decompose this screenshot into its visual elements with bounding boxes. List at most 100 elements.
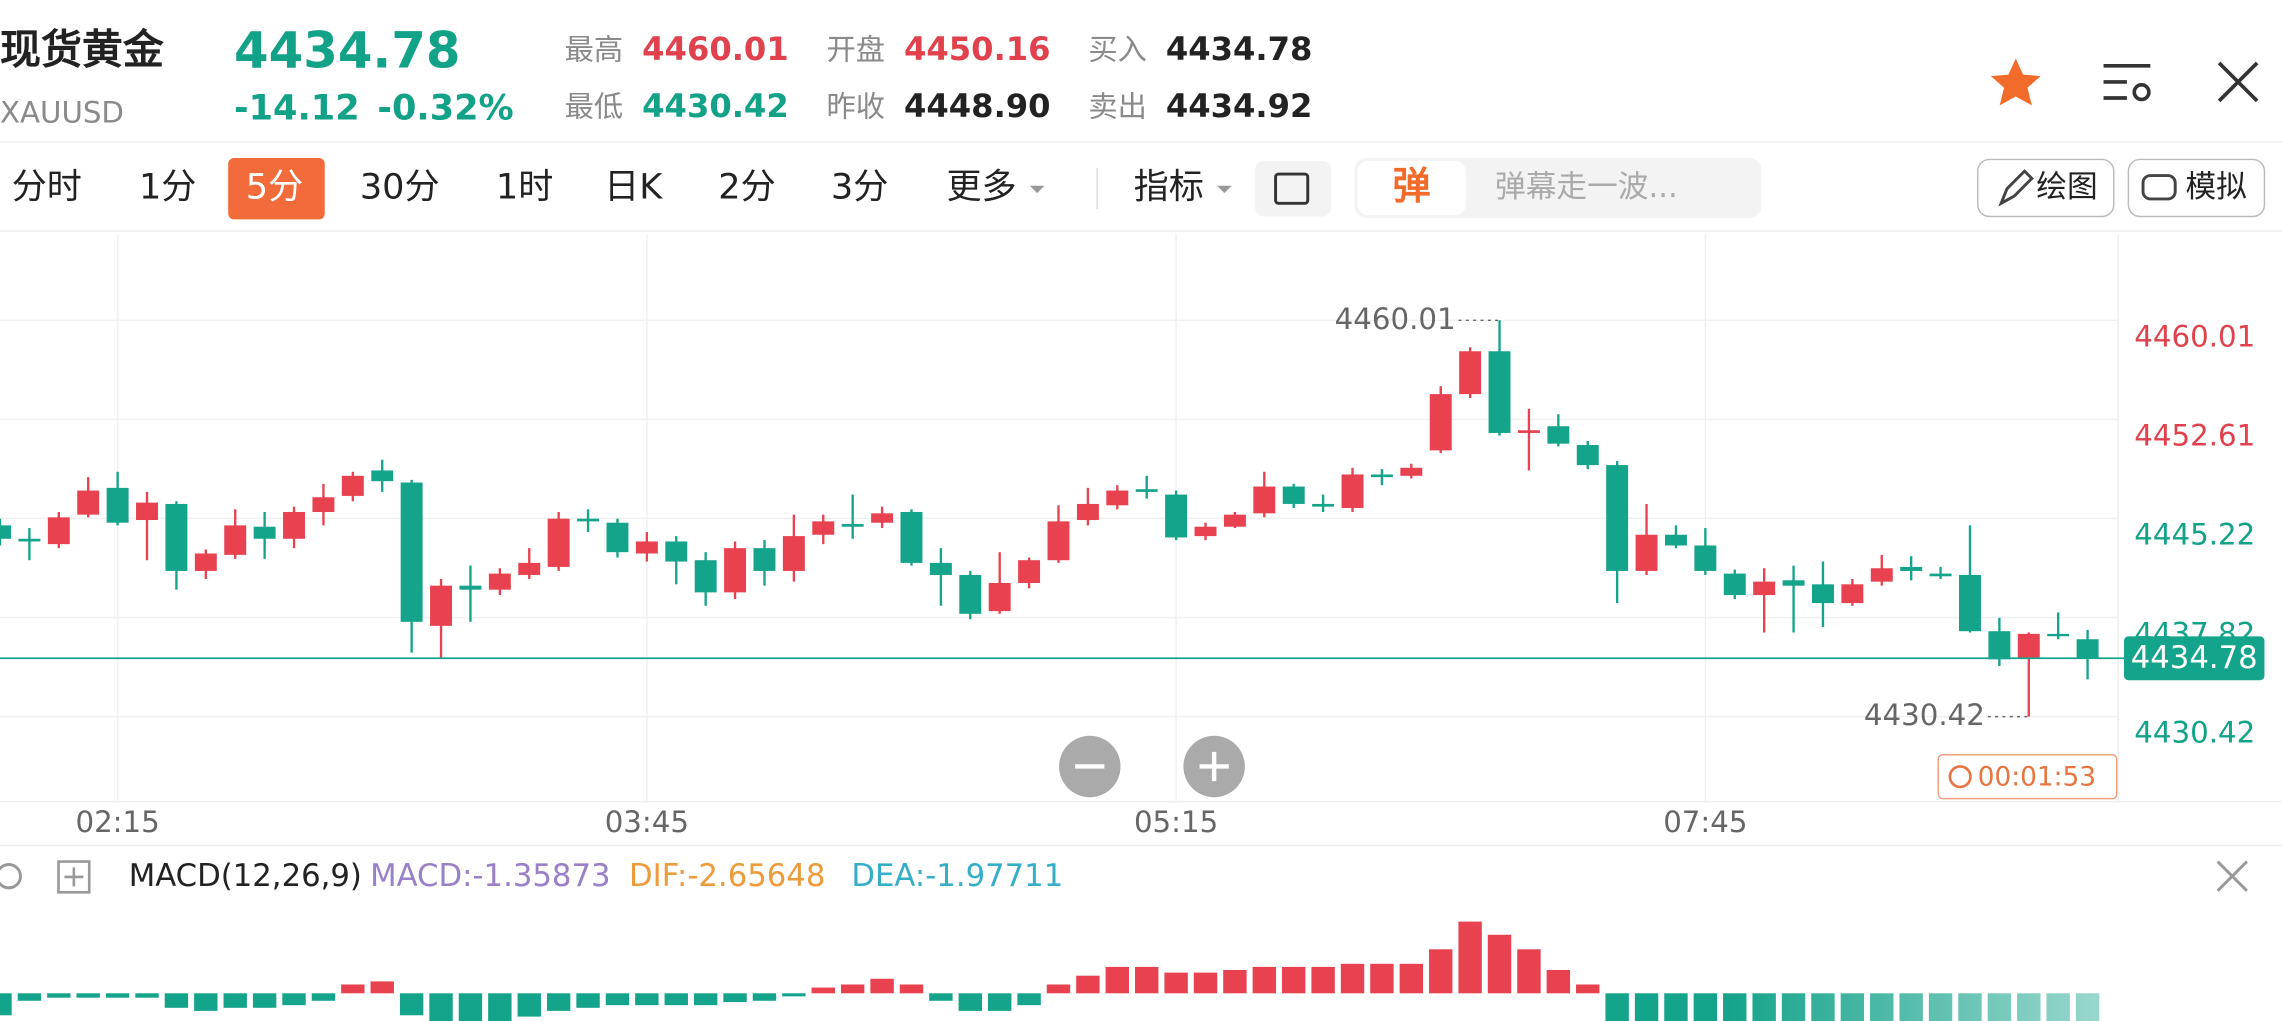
menu-icon[interactable] xyxy=(2103,63,2151,102)
candle-body xyxy=(1841,584,1864,604)
tab[interactable]: 3分 xyxy=(831,167,888,208)
favorite-icon[interactable] xyxy=(1990,58,2041,106)
close-icon[interactable] xyxy=(2217,61,2259,103)
stat-value: 4448.90 xyxy=(904,87,1051,125)
danmaku-placeholder: 弹幕走一波... xyxy=(1495,169,1678,205)
macd-bar xyxy=(0,993,12,1016)
y-tick-label: 4460.01 xyxy=(2134,319,2255,353)
change-pct: -0.32% xyxy=(377,88,513,129)
danmaku-toggle[interactable] xyxy=(1357,160,1466,216)
more-tab[interactable]: 更多 xyxy=(946,167,1016,208)
high-label: 4460.01 xyxy=(1335,302,1456,336)
macd-bar xyxy=(1634,993,1659,1021)
candle-body xyxy=(694,560,717,593)
tab[interactable]: 日K xyxy=(604,167,663,208)
macd-bar xyxy=(1370,963,1394,994)
stat-value: 4434.78 xyxy=(1166,30,1313,68)
macd-bar xyxy=(76,993,100,998)
symbol: XAUUSD xyxy=(0,96,124,130)
tab[interactable]: 5分 xyxy=(246,167,303,208)
dea-value: DEA:-1.97711 xyxy=(851,858,1063,894)
macd-bar xyxy=(1105,966,1130,994)
macd-bar xyxy=(311,993,336,1001)
zoom-in-icon xyxy=(1199,751,1229,782)
add-indicator[interactable] xyxy=(57,860,91,894)
candle-body xyxy=(2047,633,2070,637)
candle-body xyxy=(371,470,394,482)
candle-body xyxy=(136,502,158,521)
candle-body xyxy=(1782,580,1805,586)
macd-bar xyxy=(1046,984,1071,994)
draw-button[interactable] xyxy=(1977,158,2115,218)
candle-body xyxy=(488,573,511,590)
candle-body xyxy=(1517,430,1540,433)
candle-body xyxy=(1723,573,1746,596)
macd-bar xyxy=(223,993,247,1008)
macd-bar xyxy=(1282,966,1306,994)
candle-body xyxy=(1811,584,1834,604)
change: -14.12 xyxy=(234,88,360,129)
macd-bar xyxy=(47,993,71,998)
simulate-button[interactable] xyxy=(2127,158,2266,218)
macd-bar xyxy=(811,987,835,994)
macd-bar xyxy=(840,984,865,994)
price-tag xyxy=(2124,636,2265,681)
candle-body xyxy=(1312,503,1335,507)
candle-body xyxy=(0,525,11,539)
macd-bar xyxy=(987,993,1012,1011)
macd-bar xyxy=(1076,975,1100,994)
stat-label: 最高 xyxy=(565,33,624,67)
candle-body xyxy=(430,585,453,626)
stat-label: 最低 xyxy=(565,90,624,124)
macd-bar xyxy=(870,978,894,994)
candle-body xyxy=(1900,566,1923,571)
candle-body xyxy=(2076,639,2099,659)
candle-body xyxy=(341,475,364,496)
macd-bar xyxy=(1458,921,1482,994)
candle-body xyxy=(1341,474,1364,508)
tab[interactable]: 30分 xyxy=(360,167,440,208)
macd-bar xyxy=(194,993,218,1011)
candle-body xyxy=(1047,521,1070,561)
price: 4434.78 xyxy=(234,22,460,80)
candle-body xyxy=(1753,581,1776,596)
caret xyxy=(1217,185,1232,194)
candle-body xyxy=(1106,490,1129,506)
tab[interactable]: 分时 xyxy=(12,167,82,208)
candle-body xyxy=(18,538,41,542)
candle-body xyxy=(665,541,688,562)
tab[interactable]: 2分 xyxy=(718,167,775,208)
candle-body xyxy=(1018,560,1041,583)
settings-button[interactable] xyxy=(1255,160,1332,217)
candle-body xyxy=(1576,445,1599,466)
candle-body xyxy=(1694,545,1717,571)
macd-bar xyxy=(576,993,600,1008)
candle-body xyxy=(782,536,805,571)
macd-bar xyxy=(1487,934,1512,994)
macd-bar xyxy=(929,993,953,1001)
macd-bar xyxy=(370,981,394,994)
macd-bar xyxy=(1252,966,1277,994)
candle-body xyxy=(165,503,188,571)
dif-value: DIF:-2.65648 xyxy=(629,858,825,894)
macd-bar xyxy=(782,993,806,997)
tab[interactable]: 1时 xyxy=(496,167,553,208)
indicator-tab[interactable]: 指标 xyxy=(1134,167,1204,208)
tabs: 分时 1分 5分 30分 1时 日K 2分 3分 xyxy=(12,157,888,220)
candle-body xyxy=(635,541,658,554)
settings-icon[interactable] xyxy=(0,863,22,890)
candle-body xyxy=(1223,514,1246,527)
macd-title: MACD(12,26,9) xyxy=(129,858,362,894)
stat-label: 昨收 xyxy=(826,90,885,124)
settings-icon xyxy=(1274,172,1310,205)
macd-bar xyxy=(1340,963,1365,994)
macd-bar xyxy=(1546,969,1571,994)
candle-body xyxy=(1370,474,1393,478)
candle-body xyxy=(900,511,923,563)
candle-body xyxy=(577,518,600,522)
stat-value: 4434.92 xyxy=(1166,87,1313,125)
candle-body xyxy=(77,490,100,515)
close-indicator[interactable] xyxy=(2216,860,2248,892)
tab[interactable]: 1分 xyxy=(139,167,196,208)
